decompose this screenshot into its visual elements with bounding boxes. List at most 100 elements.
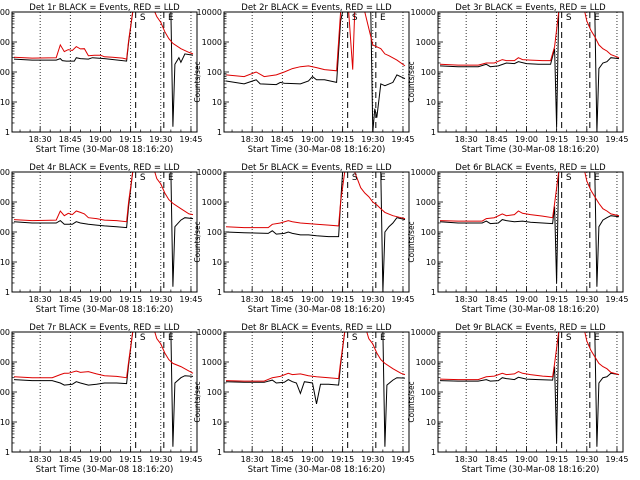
panel-title: Det 8r BLACK = Events, RED = LLD (241, 323, 392, 333)
y-tick-label: 1000 (0, 358, 10, 367)
x-tick-label: 19:30 (361, 135, 384, 144)
y-axis-label: Counts/sec (407, 61, 416, 102)
x-tick-label: 19:15 (331, 455, 354, 464)
y-tick-label: 1000 (0, 38, 10, 47)
series-line (225, 332, 406, 382)
x-tick-label: 19:30 (575, 135, 598, 144)
x-axis-label: Start Time (30-Mar-08 18:16:20) (462, 145, 600, 155)
panel-title: Det 1r BLACK = Events, RED = LLD (29, 3, 180, 13)
y-tick-label: 1 (5, 128, 10, 137)
x-tick-label: 18:30 (241, 455, 264, 464)
series-line (439, 172, 620, 222)
y-tick-label: 1000 (416, 358, 436, 367)
x-tick-label: 19:45 (391, 135, 414, 144)
x-tick-label: 19:45 (391, 295, 414, 304)
x-tick-label: 19:30 (361, 455, 384, 464)
plot-frame (11, 11, 198, 133)
y-axis-label: Counts/sec (193, 61, 202, 102)
series-line (13, 172, 194, 287)
x-tick-label: 18:45 (485, 295, 508, 304)
panel-title: Det 7r BLACK = Events, RED = LLD (29, 323, 180, 333)
y-tick-label: 1000 (0, 198, 10, 207)
series-line (439, 332, 620, 381)
panel-title: Det 9r BLACK = Events, RED = LLD (455, 323, 606, 333)
y-tick-label: 10 (426, 98, 436, 107)
series-line (225, 172, 406, 292)
time-marker-label: S (566, 333, 572, 343)
y-tick-label: 1 (217, 288, 222, 297)
y-tick-label: 100 (207, 68, 222, 77)
y-tick-label: 10 (426, 418, 436, 427)
x-tick-label: 19:00 (515, 135, 538, 144)
plot-frame (11, 171, 198, 293)
panel-title: Det 3r BLACK = Events, RED = LLD (455, 3, 606, 13)
y-tick-label: 100 (0, 388, 10, 397)
x-axis-label: Start Time (30-Mar-08 18:16:20) (36, 305, 174, 315)
plot-frame (223, 331, 410, 453)
y-tick-label: 10 (426, 258, 436, 267)
time-marker-label: S (140, 333, 146, 343)
x-tick-label: 18:45 (485, 135, 508, 144)
x-tick-label: 19:45 (179, 135, 202, 144)
x-tick-label: 18:30 (455, 135, 478, 144)
x-tick-label: 19:15 (331, 135, 354, 144)
x-tick-label: 19:15 (545, 455, 568, 464)
x-tick-label: 19:30 (149, 135, 172, 144)
series-line (439, 332, 620, 447)
y-tick-label: 1000 (202, 198, 222, 207)
x-tick-label: 19:15 (119, 455, 142, 464)
series-line (225, 332, 406, 447)
time-marker-label: E (168, 333, 174, 343)
x-tick-label: 19:45 (605, 455, 628, 464)
y-tick-label: 1 (217, 448, 222, 457)
y-tick-label: 100 (421, 68, 436, 77)
y-tick-label: 100 (207, 228, 222, 237)
y-axis-label: Counts/sec (193, 381, 202, 422)
x-axis-label: Start Time (30-Mar-08 18:16:20) (36, 465, 174, 475)
x-axis-label: Start Time (30-Mar-08 18:16:20) (248, 305, 386, 315)
y-tick-label: 1 (5, 448, 10, 457)
time-marker-label: E (168, 173, 174, 183)
x-axis-label: Start Time (30-Mar-08 18:16:20) (462, 465, 600, 475)
time-marker-label: E (380, 333, 386, 343)
time-marker-label: E (594, 173, 600, 183)
x-tick-label: 18:30 (29, 455, 52, 464)
y-tick-label: 1000 (416, 198, 436, 207)
series-line (225, 12, 406, 78)
panel-title: Det 4r BLACK = Events, RED = LLD (29, 163, 180, 173)
y-tick-label: 10 (0, 418, 10, 427)
time-marker-label: S (140, 13, 146, 23)
x-axis-label: Start Time (30-Mar-08 18:16:20) (462, 305, 600, 315)
series-line (13, 332, 194, 379)
y-tick-label: 100 (207, 388, 222, 397)
y-tick-label: 10 (212, 98, 222, 107)
x-tick-label: 19:30 (575, 455, 598, 464)
x-tick-label: 19:45 (605, 135, 628, 144)
panel-title: Det 5r BLACK = Events, RED = LLD (241, 163, 392, 173)
x-tick-label: 19:45 (605, 295, 628, 304)
series-line (225, 12, 406, 132)
time-marker-label: S (566, 173, 572, 183)
x-tick-label: 18:45 (59, 295, 82, 304)
time-marker-label: E (380, 173, 386, 183)
y-axis-label: Counts/sec (193, 221, 202, 262)
x-tick-label: 18:45 (485, 455, 508, 464)
y-axis-label: Counts/sec (407, 221, 416, 262)
x-tick-label: 18:30 (29, 295, 52, 304)
y-tick-label: 1 (431, 288, 436, 297)
x-tick-label: 18:45 (59, 135, 82, 144)
plot-frame (223, 11, 410, 133)
x-tick-label: 18:30 (241, 135, 264, 144)
y-tick-label: 10000 (197, 8, 222, 17)
x-tick-label: 19:30 (149, 295, 172, 304)
x-tick-label: 19:00 (515, 295, 538, 304)
x-tick-label: 19:45 (179, 455, 202, 464)
x-tick-label: 19:30 (149, 455, 172, 464)
x-tick-label: 19:15 (545, 135, 568, 144)
